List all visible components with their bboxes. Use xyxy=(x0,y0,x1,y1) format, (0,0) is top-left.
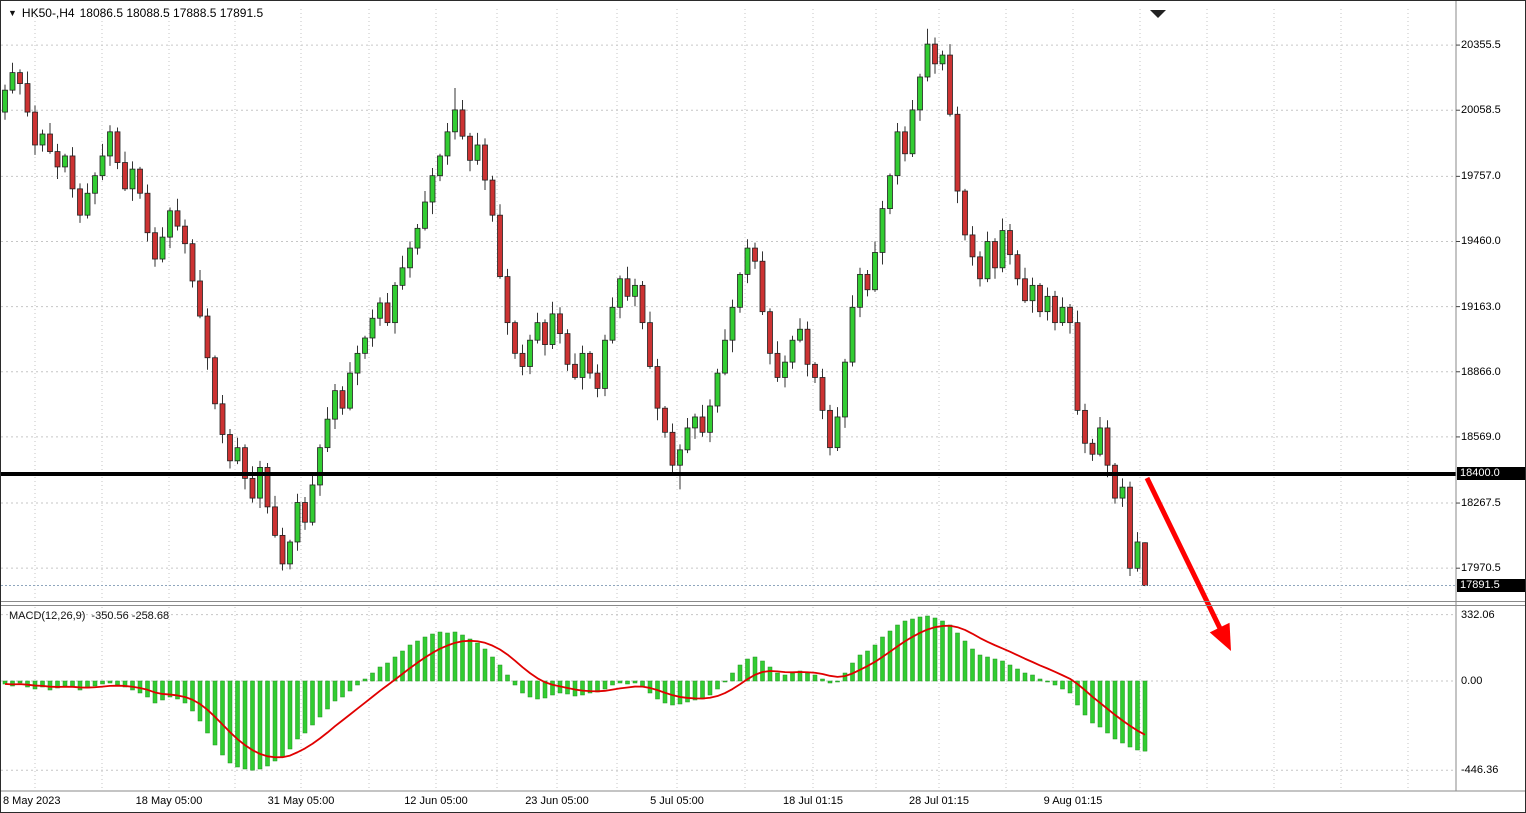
pane-frame xyxy=(1,1,1525,792)
candlestick-series xyxy=(2,28,1148,587)
macd-axis-label: 0.00 xyxy=(1461,675,1483,687)
macd-values-label: -350.56 -258.68 xyxy=(91,610,170,622)
time-axis-label: 8 May 2023 xyxy=(3,795,61,807)
time-axis-label: 18 May 05:00 xyxy=(135,795,203,807)
macd-histogram xyxy=(2,615,1148,771)
price-axis-label: 17970.5 xyxy=(1461,562,1501,575)
time-axis-label: 31 May 05:00 xyxy=(267,795,335,807)
chart-shift-marker-icon[interactable] xyxy=(1150,10,1166,18)
chart-title: ▼ HK50-,H4 18086.5 18088.5 17888.5 17891… xyxy=(8,6,263,20)
price-axis-label: 20355.5 xyxy=(1461,39,1501,52)
price-tag-highlighted: 18400.0 xyxy=(1457,466,1525,480)
grid-lines xyxy=(1,9,1456,789)
price-axis-label: 18267.5 xyxy=(1461,497,1501,510)
price-axis-label: 18866.0 xyxy=(1461,365,1501,378)
time-axis-label: 5 Jul 05:00 xyxy=(650,795,704,807)
time-axis-label: 28 Jul 01:15 xyxy=(909,795,969,807)
price-axis-label: 19460.0 xyxy=(1461,235,1501,248)
time-axis-label: 23 Jun 05:00 xyxy=(525,795,589,807)
trend-arrow[interactable] xyxy=(1144,476,1231,651)
macd-name-label: MACD(12,26,9) xyxy=(9,610,86,622)
macd-indicator-label: MACD(12,26,9) -350.56 -258.68 xyxy=(9,610,169,622)
time-axis-label: 12 Jun 05:00 xyxy=(404,795,468,807)
price-axis-label: 18569.0 xyxy=(1461,430,1501,443)
symbol-dropdown-icon[interactable]: ▼ xyxy=(8,8,17,18)
macd-axis-label: -446.36 xyxy=(1461,764,1499,777)
time-axis-label: 9 Aug 01:15 xyxy=(1043,795,1103,807)
price-tag-highlighted: 17891.5 xyxy=(1457,578,1525,592)
price-axis-label: 19757.0 xyxy=(1461,170,1501,183)
macd-signal-line xyxy=(4,624,1146,759)
time-axis-label: 18 Jul 01:15 xyxy=(783,795,843,807)
symbol-period-label: HK50-,H4 xyxy=(21,6,75,20)
ohlc-quote-label: 18086.5 18088.5 17888.5 17891.5 xyxy=(79,6,264,20)
price-axis-label: 19163.0 xyxy=(1461,300,1501,313)
macd-axis-label: 332.06 xyxy=(1461,608,1495,621)
price-axis-label: 20058.5 xyxy=(1461,104,1501,117)
